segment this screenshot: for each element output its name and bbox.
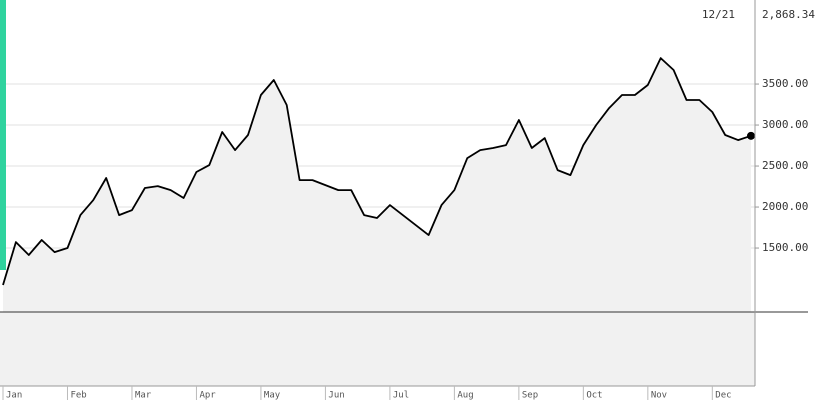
x-tick-label: Nov [651, 391, 667, 401]
area-fill [3, 58, 751, 312]
x-tick-label: Feb [70, 391, 86, 401]
x-tick-label: Sep [522, 391, 538, 401]
accent-bar [0, 0, 6, 270]
x-tick-label: Aug [457, 391, 473, 401]
x-tick-label: Jun [328, 391, 344, 401]
last-date: 12/21 [702, 8, 735, 21]
y-tick-label: 3500.00 [762, 77, 808, 90]
x-tick-label: Jul [393, 391, 409, 401]
x-tick-label: Oct [586, 391, 602, 401]
x-tick-label: Mar [135, 391, 152, 401]
y-tick-label: 3000.00 [762, 118, 808, 131]
x-tick-label: May [264, 391, 281, 401]
price-line [2, 57, 752, 286]
y-tick-label: 1500.00 [762, 241, 808, 254]
x-tick-label: Apr [199, 391, 216, 401]
y-tick-label: 2000.00 [762, 200, 808, 213]
last-point [747, 131, 755, 140]
last-value: 2,868.34 [762, 8, 815, 21]
x-tick-label: Dec [715, 391, 731, 401]
lower-panel [0, 312, 755, 386]
y-tick-label: 2500.00 [762, 159, 808, 172]
x-tick-label: Jan [6, 391, 22, 401]
